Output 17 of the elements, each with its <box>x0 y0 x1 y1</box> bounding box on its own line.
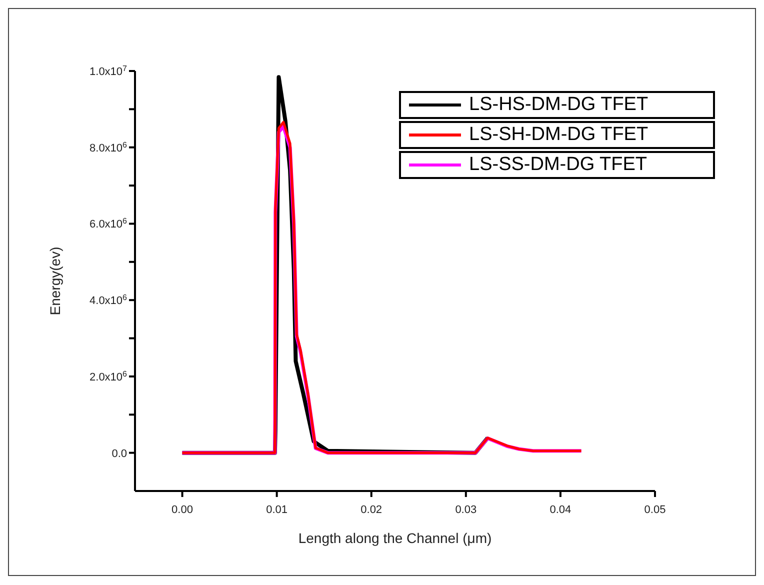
x-tick-label: 0.00 <box>172 504 193 516</box>
legend-label: LS-SS-DM-DG TFET <box>469 154 648 176</box>
legend-label: LS-HS-DM-DG TFET <box>469 94 648 116</box>
y-tick-label: 2.0x10$^{6}$ <box>90 368 128 384</box>
y-tick-label: 4.0x10$^{6}$ <box>90 292 128 308</box>
x-tick-label: 0.02 <box>360 504 382 516</box>
y-tick-label: 1.0x10$^{7}$ <box>90 64 128 78</box>
y-tick-label: 8.0x10$^{6}$ <box>90 140 128 154</box>
x-tick-label: 0.04 <box>550 504 572 516</box>
y-tick-label: 6.0x10$^{6}$ <box>90 216 128 231</box>
y-axis-title: Energy(ev) <box>46 246 63 316</box>
x-axis-title: Length along the Channel (μm) <box>298 530 492 546</box>
x-tick-label: 0.01 <box>266 504 288 516</box>
legend-label: LS-SH-DM-DG TFET <box>469 124 648 146</box>
y-tick-label: 0.0 <box>112 448 127 460</box>
x-tick-label: 0.05 <box>644 504 666 516</box>
x-tick-label: 0.03 <box>455 504 477 516</box>
